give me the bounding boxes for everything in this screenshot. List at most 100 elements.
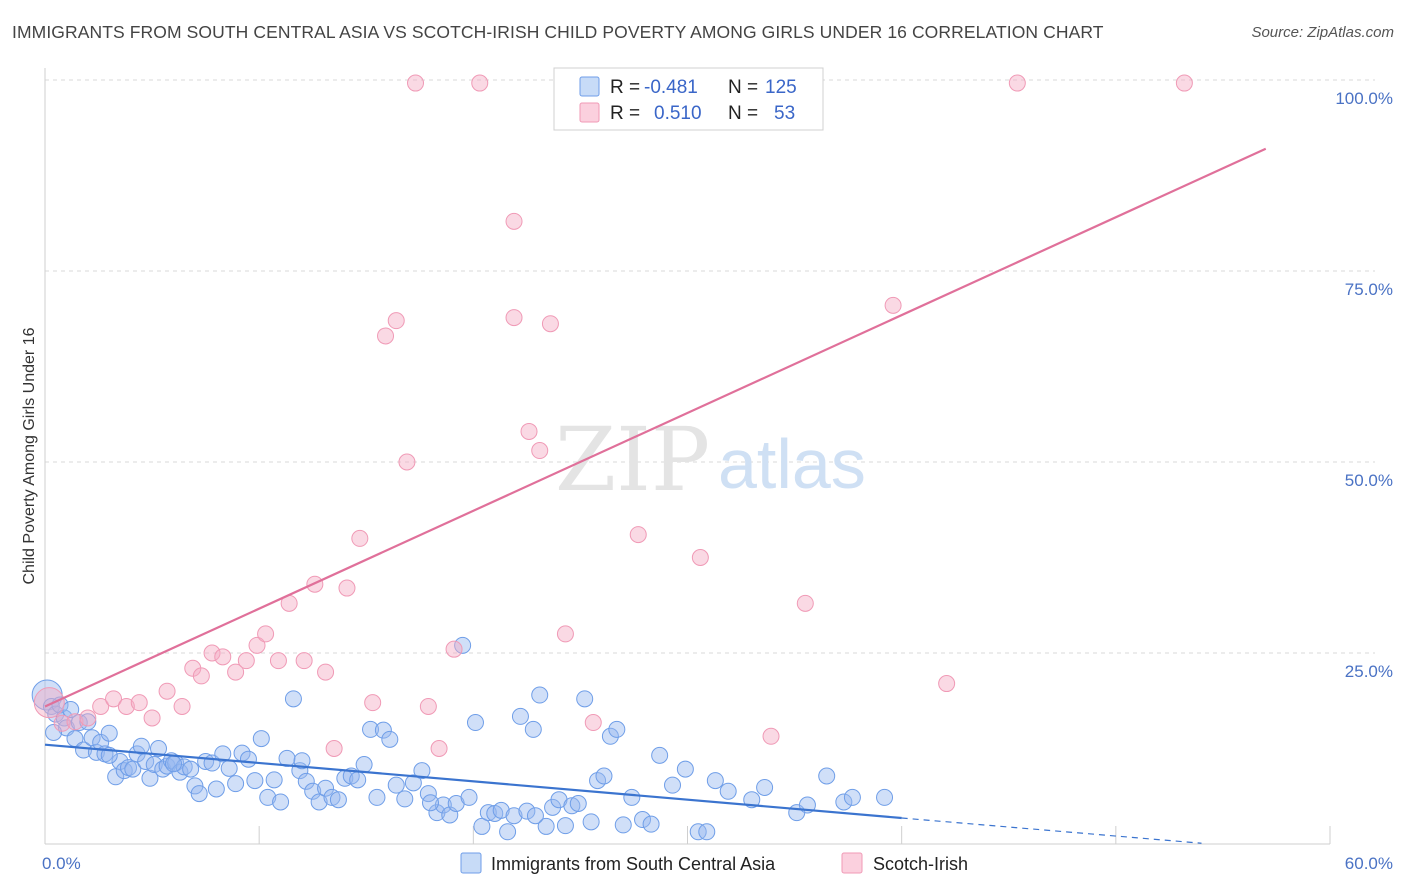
blue-point — [466, 714, 484, 732]
blue-point — [479, 804, 497, 822]
pink-point — [338, 579, 356, 597]
pink-point — [796, 594, 814, 612]
legend-swatch-blue — [579, 76, 600, 97]
pink-point — [158, 682, 176, 700]
blue-point — [518, 802, 536, 820]
blue-point — [207, 780, 225, 798]
blue-point — [563, 797, 581, 815]
blue-point — [743, 791, 761, 809]
pink-point — [269, 652, 287, 670]
blue-point — [835, 793, 853, 811]
series-legend-label-blue: Immigrants from South Central Asia — [491, 854, 776, 874]
legend-r-value-1: -0.481 — [644, 77, 698, 98]
pink-point — [105, 690, 123, 708]
pink-point — [938, 675, 956, 693]
blue-point — [676, 760, 694, 778]
blue-point — [396, 790, 414, 808]
blue-point — [100, 724, 118, 742]
blue-point — [75, 741, 93, 759]
blue-point — [368, 788, 386, 806]
pink-point — [364, 694, 382, 712]
pink-point — [192, 667, 210, 685]
blue-point — [259, 788, 277, 806]
pink-point — [629, 526, 647, 544]
blue-point — [182, 760, 200, 778]
blue-point — [664, 776, 682, 794]
blue-point — [165, 755, 182, 773]
blue-point — [492, 801, 510, 819]
blue-point — [614, 816, 632, 834]
blue-point — [608, 720, 626, 738]
blue-point — [355, 756, 373, 774]
pink-point — [398, 453, 416, 471]
series-legend-swatch-blue — [460, 852, 482, 874]
blue-point — [689, 823, 707, 841]
pink-point — [884, 296, 902, 314]
blue-point — [634, 811, 652, 829]
legend-r-value-2: 0.510 — [654, 103, 702, 124]
blue-point — [413, 762, 431, 780]
pink-point — [520, 422, 538, 440]
blue-point — [818, 767, 836, 785]
x-tick-label-max: 60.0% — [1345, 854, 1393, 873]
blue-point — [499, 823, 517, 841]
legend-n-label-2: N = — [728, 103, 758, 124]
blue-point — [293, 752, 311, 770]
pink-point — [445, 640, 463, 658]
pink-point — [33, 687, 65, 719]
blue-point — [569, 795, 587, 813]
pink-point — [143, 709, 161, 727]
blue-point — [537, 817, 555, 835]
blue-point — [601, 727, 619, 745]
pink-point — [505, 212, 523, 230]
pink-point — [691, 549, 709, 566]
x-tick-label-min: 0.0% — [42, 854, 81, 873]
pink-point — [295, 652, 313, 670]
blue-point — [175, 758, 193, 776]
pink-point — [66, 713, 84, 731]
pink-point — [762, 727, 780, 745]
blue-point — [374, 721, 392, 739]
blue-point — [404, 774, 422, 792]
pink-point — [377, 327, 395, 345]
blue-point — [524, 720, 542, 738]
blue-point — [227, 775, 245, 793]
correlation-legend: R = -0.481 N = 125 R = 0.510 N = 53 — [553, 67, 824, 131]
trend-lines — [44, 147, 1267, 844]
blue-point — [272, 793, 290, 811]
watermark-zip: ZIP — [555, 408, 710, 511]
blue-point — [323, 788, 341, 806]
blue-point — [329, 791, 347, 809]
pink-point — [248, 636, 266, 654]
pink-point — [505, 309, 523, 327]
blue-point — [111, 752, 129, 770]
axes — [44, 68, 1330, 845]
watermark-atlas: atlas — [718, 425, 866, 503]
pink-point — [173, 697, 191, 715]
pink-point — [1008, 74, 1026, 92]
tick-labels: 25.0% 50.0% 75.0% 100.0% 0.0% 60.0% — [42, 89, 1393, 873]
blue-point — [460, 788, 478, 806]
pink-point — [227, 663, 245, 681]
trend-line-extension — [901, 817, 1202, 844]
blue-point — [454, 636, 472, 654]
blue-point — [141, 769, 159, 787]
blue-point — [304, 782, 322, 800]
blue-point — [297, 772, 315, 790]
pink-point — [531, 442, 549, 460]
blue-point — [511, 707, 529, 725]
pink-point — [79, 709, 97, 727]
pink-point — [387, 312, 405, 330]
blue-point — [387, 776, 405, 794]
pink-point — [419, 697, 437, 715]
pink-point — [1175, 74, 1193, 92]
blue-point — [526, 807, 544, 825]
legend-r-label-2: R = — [610, 103, 640, 124]
blue-point — [582, 813, 600, 831]
blue-point — [706, 772, 724, 790]
blue-point — [756, 778, 774, 796]
pink-point — [257, 625, 275, 643]
pink-point — [53, 714, 71, 732]
series-south-central-asia — [31, 636, 894, 841]
pink-point — [351, 529, 369, 547]
